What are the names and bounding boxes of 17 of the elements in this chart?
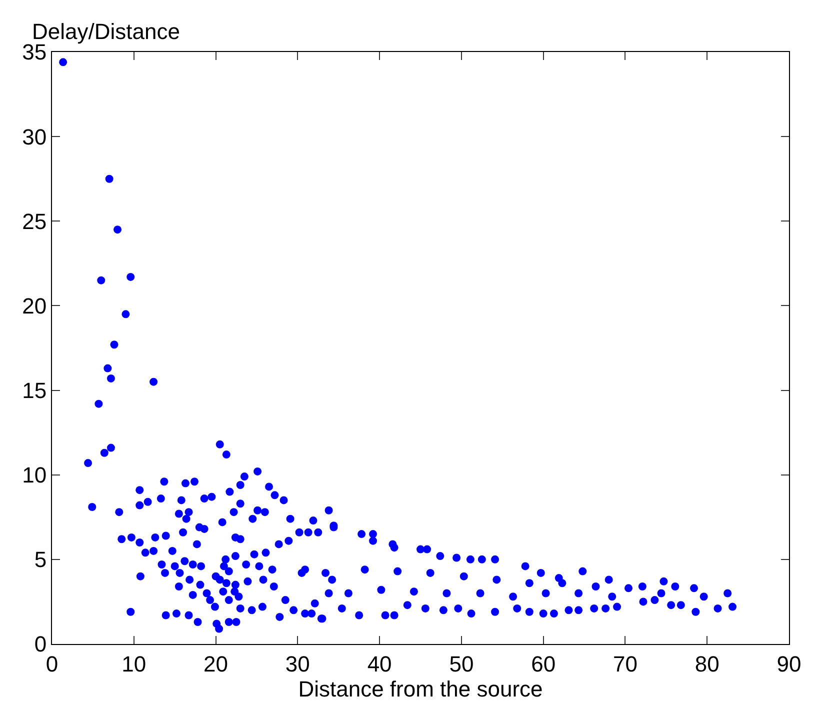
- y-tick-label: 25: [22, 208, 47, 234]
- y-tick-label: 10: [22, 462, 47, 488]
- x-tick-label: 20: [204, 651, 228, 676]
- x-tick-label: 90: [776, 651, 802, 676]
- y-tick-label: 5: [34, 547, 47, 572]
- x-tick-label: 10: [122, 651, 146, 676]
- x-tick-label: 30: [285, 651, 310, 676]
- x-tick-label: 70: [612, 651, 638, 676]
- x-tick-label: 80: [694, 651, 720, 676]
- y-tick-label: 20: [22, 293, 47, 318]
- x-tick-label: 60: [531, 651, 556, 676]
- y-tick-label: 30: [22, 124, 47, 150]
- y-tick-label: 15: [22, 378, 47, 403]
- x-axis-title: Distance from the source: [298, 676, 543, 702]
- y-tick-label: 0: [34, 632, 47, 657]
- x-tick-label: 50: [449, 651, 474, 676]
- x-tick-label: 40: [367, 651, 392, 676]
